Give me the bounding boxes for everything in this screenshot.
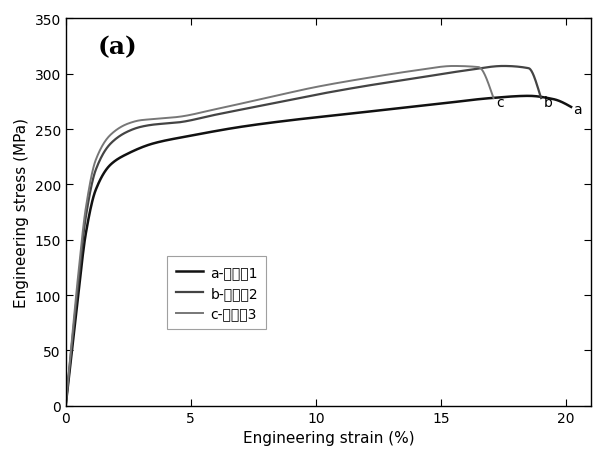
c-实施例3 (490, 96, 497, 101)
a-实施例1 (93, 185, 100, 191)
a-实施例1 (384, 107, 391, 113)
c-实施例3 (322, 83, 329, 89)
Text: c: c (496, 96, 503, 110)
a-实施例1 (356, 111, 363, 116)
b-实施例2 (537, 96, 544, 101)
b-实施例2 (351, 86, 358, 91)
c-实施例3 (335, 81, 342, 86)
a-实施例1 (525, 94, 532, 100)
Text: b: b (543, 96, 552, 110)
b-实施例2 (91, 170, 99, 176)
c-实施例3 (387, 72, 394, 78)
Legend: a-实施例1, b-实施例2, c-实施例3: a-实施例1, b-实施例2, c-实施例3 (167, 257, 266, 329)
Line: c-实施例3: c-实施例3 (66, 67, 494, 406)
Line: b-实施例2: b-实施例2 (66, 67, 541, 406)
a-实施例1 (567, 105, 575, 111)
a-实施例1 (62, 403, 70, 409)
Text: (a): (a) (97, 35, 137, 59)
c-实施例3 (88, 172, 96, 177)
b-实施例2 (471, 67, 479, 73)
X-axis label: Engineering strain (%): Engineering strain (%) (243, 430, 414, 445)
Text: a: a (574, 103, 582, 117)
a-实施例1 (497, 95, 505, 101)
Line: a-实施例1: a-实施例1 (66, 97, 571, 406)
c-实施例3 (450, 64, 457, 70)
a-实施例1 (445, 101, 453, 106)
b-实施例2 (423, 75, 430, 80)
c-实施例3 (310, 85, 318, 91)
c-实施例3 (62, 403, 70, 409)
b-实施例2 (365, 84, 372, 89)
Y-axis label: Engineering stress (MPa): Engineering stress (MPa) (14, 118, 29, 308)
a-实施例1 (369, 109, 376, 115)
b-实施例2 (338, 88, 345, 94)
c-实施例3 (431, 66, 438, 71)
b-实施例2 (500, 64, 507, 70)
b-实施例2 (62, 403, 70, 409)
